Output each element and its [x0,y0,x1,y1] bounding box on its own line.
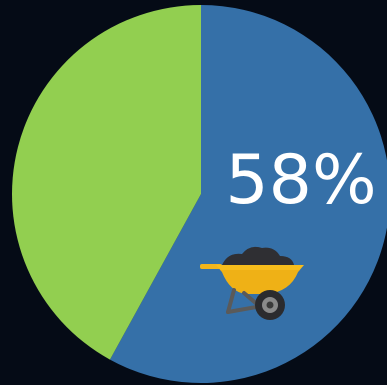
pie-slice-2 [12,5,202,360]
pie-slice-1 [109,5,387,383]
slice-value-label: 58% [225,141,376,220]
wheelbarrow-icon [200,246,304,320]
pie-slices [12,5,387,383]
